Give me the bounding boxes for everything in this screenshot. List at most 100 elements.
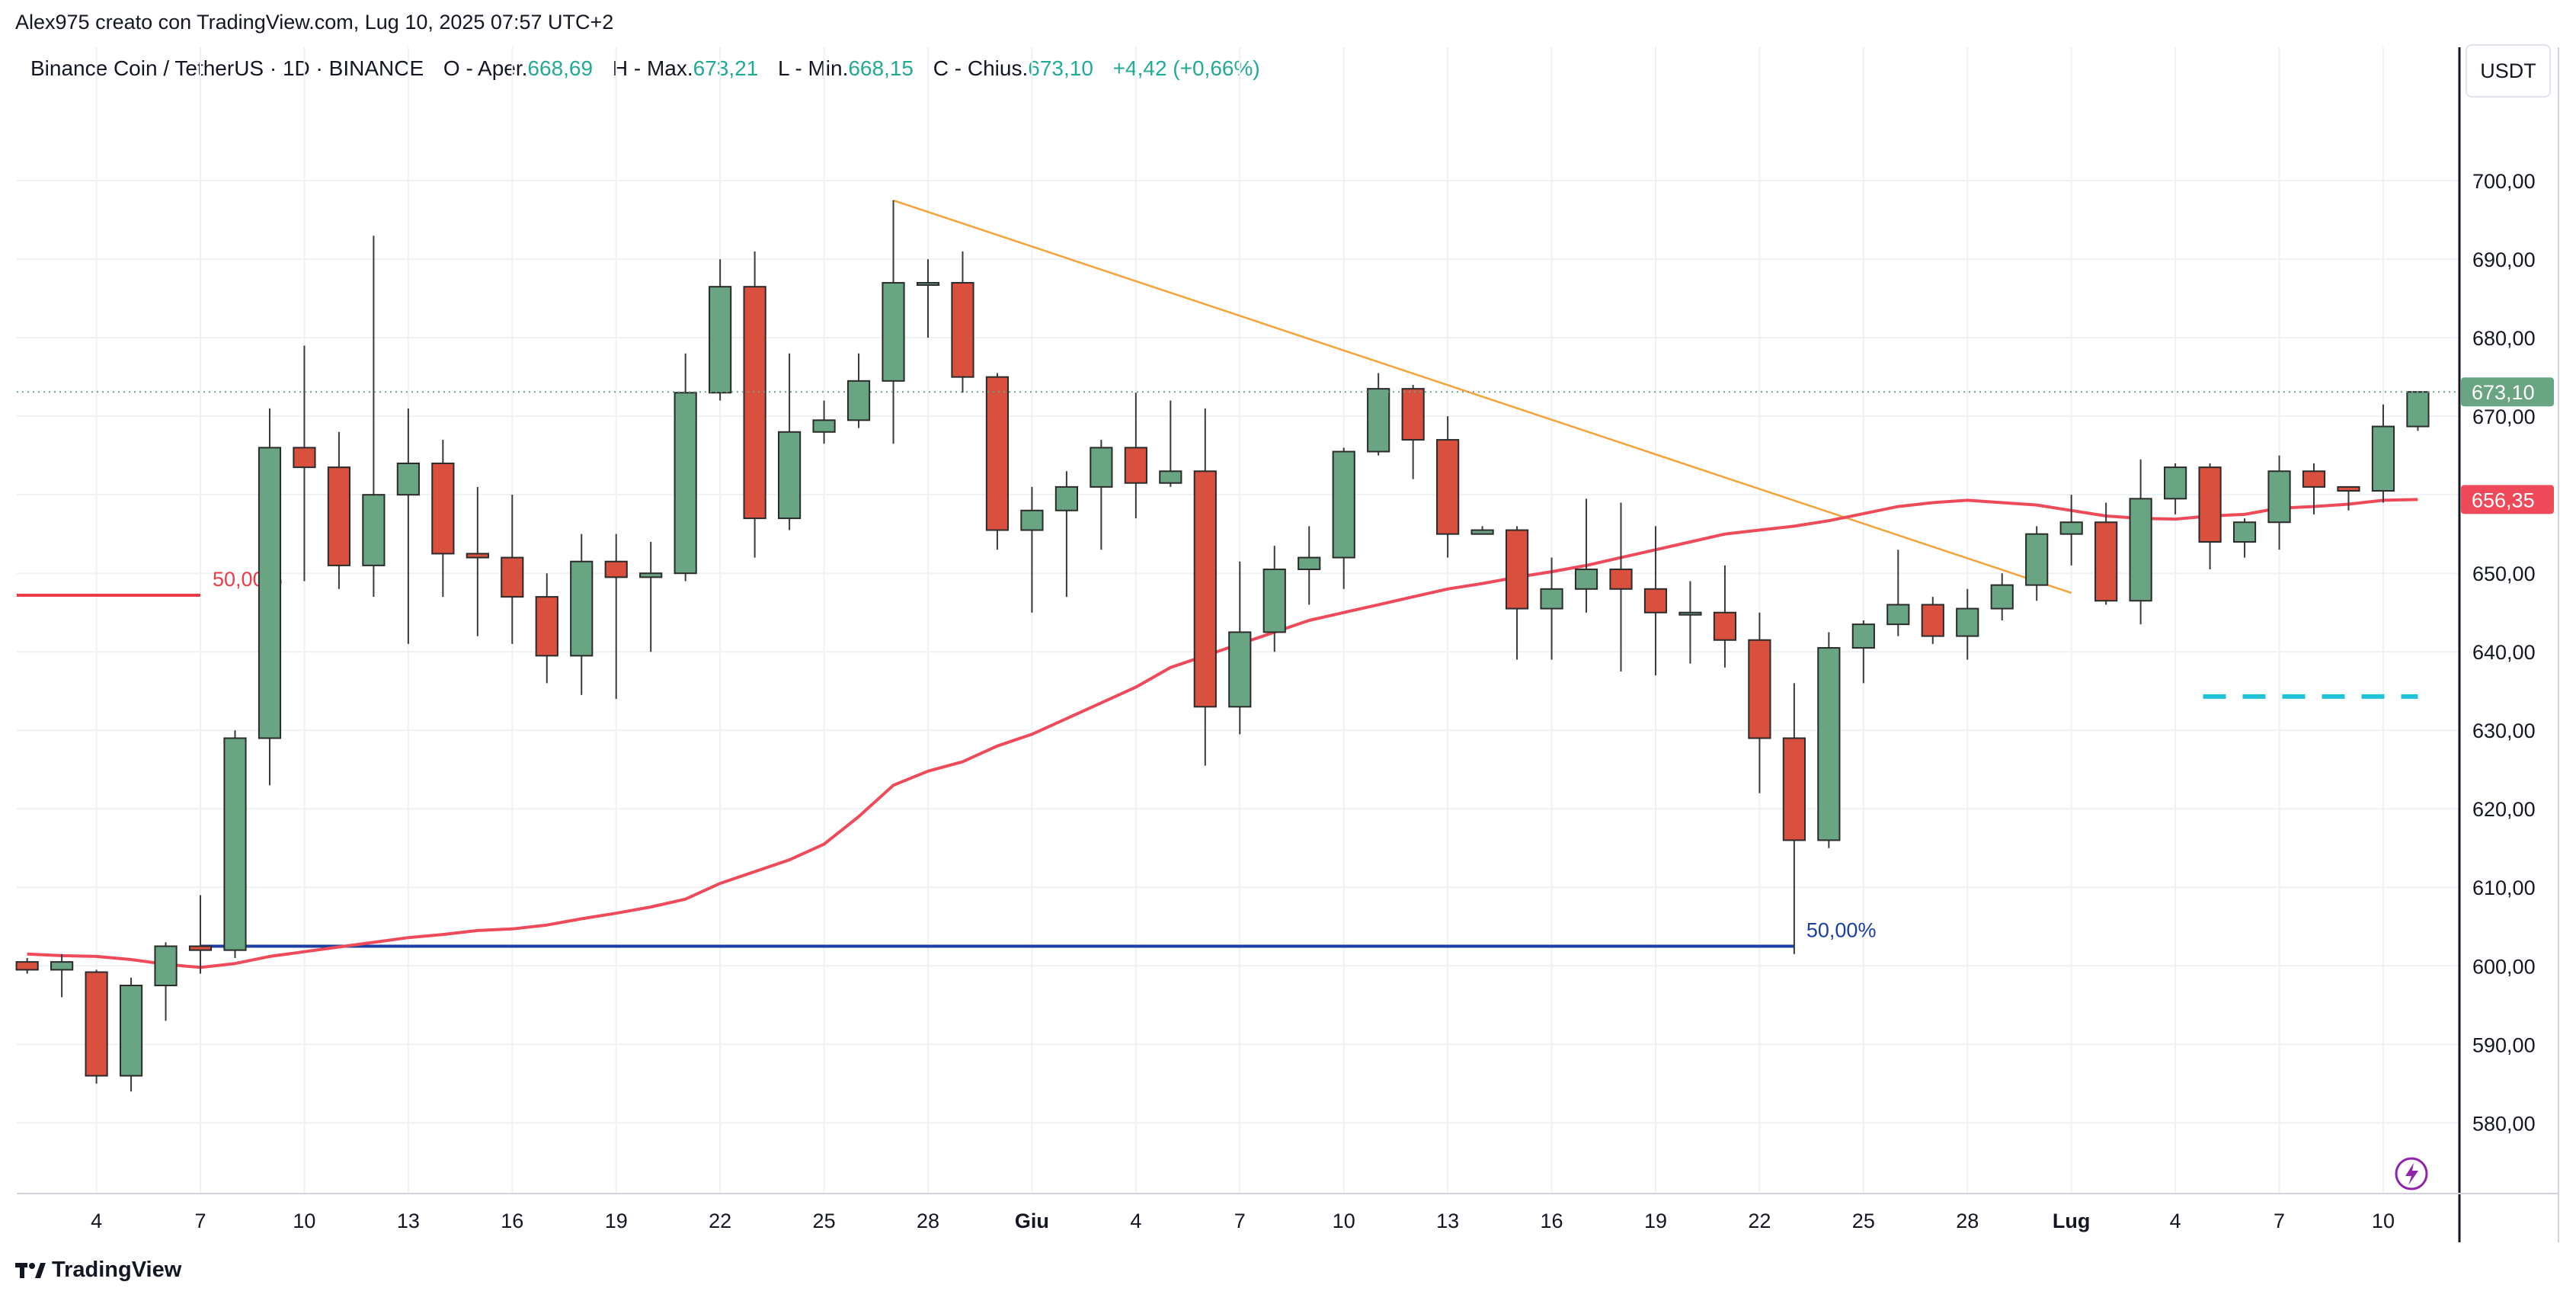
candle-body — [1921, 604, 1944, 637]
chart-grid — [17, 47, 2459, 1194]
candle — [1193, 408, 1217, 766]
time-tick-label: 4 — [1130, 1210, 1141, 1232]
high-value: 673,21 — [693, 56, 759, 80]
candle-body — [570, 560, 594, 657]
candle-body — [777, 431, 802, 520]
close-label: C - Chius. — [933, 56, 1029, 80]
candle — [1886, 550, 1910, 636]
candle — [709, 259, 732, 401]
candle — [2337, 485, 2360, 511]
candle — [1159, 400, 1182, 487]
chart-credit: Alex975 creato con TradingView.com, Lug … — [15, 11, 614, 34]
lightning-icon[interactable] — [2395, 1157, 2428, 1190]
candle-body — [501, 556, 524, 598]
candle — [985, 373, 1010, 550]
price-tick-label: 650,00 — [2472, 562, 2536, 585]
candle-body — [1851, 623, 1875, 649]
candle-body — [2198, 466, 2222, 543]
candle-body — [258, 447, 282, 739]
candle — [2129, 459, 2152, 625]
chart-misc — [2395, 1157, 2428, 1190]
candle-body — [327, 466, 351, 566]
fib-levels: 50,00%50,00% — [17, 568, 1876, 948]
candle — [1609, 502, 1633, 671]
candle — [1228, 561, 1252, 735]
candle-body — [1262, 569, 1286, 633]
high-label: H - Max. — [612, 56, 693, 80]
chart-axes — [17, 47, 2559, 1242]
candle — [1505, 526, 1529, 660]
candle-body — [639, 572, 663, 578]
candle — [2232, 518, 2257, 558]
time-tick-label: 4 — [2170, 1210, 2181, 1232]
candle-body — [1159, 470, 1182, 484]
candle — [2025, 526, 2049, 601]
candle-body — [1574, 569, 1598, 590]
candle — [1574, 498, 1598, 613]
candle — [2302, 463, 2326, 514]
tradingview-brand[interactable]: TradingView — [15, 1258, 181, 1283]
candle-body — [188, 945, 213, 951]
candle-body — [916, 282, 940, 287]
moving-average-line — [27, 498, 2418, 969]
time-tick-label: 16 — [501, 1210, 523, 1232]
last-price-label: 673,10 — [2472, 381, 2535, 404]
candle — [431, 440, 455, 598]
candle-body — [466, 553, 489, 559]
candle — [1956, 588, 1979, 660]
candle-body — [2164, 466, 2187, 500]
time-tick-label: 7 — [1234, 1210, 1246, 1232]
candle — [2406, 391, 2430, 431]
candle-body — [1678, 611, 1702, 616]
candle-body — [85, 971, 108, 1077]
candle — [1921, 597, 1944, 644]
candle — [2164, 463, 2187, 514]
time-tick-label: 10 — [1333, 1210, 1355, 1232]
candle — [777, 353, 802, 530]
currency-button[interactable]: USDT — [2466, 44, 2551, 98]
candle — [362, 236, 386, 598]
candle-body — [674, 392, 697, 575]
time-tick-label: 19 — [1644, 1210, 1667, 1232]
moving-average-layer — [27, 498, 2418, 969]
tradingview-logo-icon — [15, 1262, 46, 1278]
candle — [639, 541, 663, 652]
candle-body — [1332, 450, 1355, 559]
candle-body — [1956, 607, 1979, 637]
candle — [535, 573, 558, 684]
candle — [1643, 526, 1668, 676]
price-tick-label: 640,00 — [2472, 641, 2536, 664]
low-value: 668,15 — [848, 56, 914, 80]
candle — [1367, 373, 1390, 456]
open-label: O - Aper. — [443, 56, 528, 80]
candle-body — [743, 286, 766, 520]
time-tick-label: 28 — [1956, 1210, 1979, 1232]
candle-body — [1298, 556, 1321, 571]
time-tick-label: 10 — [2372, 1210, 2395, 1232]
candle — [570, 534, 594, 695]
candle-body — [2406, 391, 2430, 428]
candle-body — [1054, 485, 1078, 511]
candle — [188, 895, 213, 974]
candle — [466, 486, 489, 636]
candle-body — [709, 286, 732, 394]
candle — [2267, 455, 2291, 550]
time-tick-label: 4 — [91, 1210, 102, 1232]
candle — [1782, 683, 1806, 954]
brand-name: TradingView — [52, 1258, 182, 1282]
candle — [1332, 447, 1355, 589]
candle-body — [2025, 533, 2049, 586]
candle — [743, 251, 766, 558]
close-value: 673,10 — [1028, 56, 1093, 80]
candle-body — [1990, 584, 2014, 610]
candle-body — [50, 961, 74, 971]
candle-body — [812, 419, 836, 433]
price-tick-label: 690,00 — [2472, 248, 2536, 271]
time-tick-label: 16 — [1541, 1210, 1563, 1232]
candle — [1470, 526, 1494, 535]
open-value: 668,69 — [527, 56, 594, 80]
candle — [223, 730, 247, 958]
change-value: +4,42 (+0,66%) — [1112, 56, 1260, 80]
candle — [1817, 632, 1841, 848]
